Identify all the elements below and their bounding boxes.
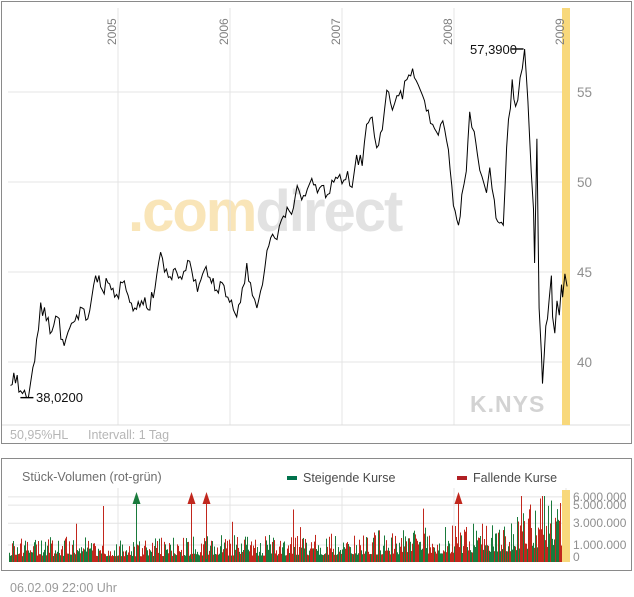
high-price-annotation: 57,3900 xyxy=(470,42,517,57)
legend-falling: Fallende Kurse xyxy=(457,471,557,485)
volume-title: Stück-Volumen (rot-grün) xyxy=(22,470,162,484)
status-date: 06.02.09 xyxy=(10,581,59,595)
falling-swatch-icon xyxy=(457,476,467,480)
legend-rising: Steigende Kurse xyxy=(287,471,395,485)
legend-falling-label: Fallende Kurse xyxy=(473,471,558,485)
status-time: 22:00 Uhr xyxy=(62,581,117,595)
comdirect-watermark: .comdirect xyxy=(128,183,403,241)
interval-label: Intervall: 1 Tag xyxy=(88,428,170,442)
watermark-com-part: .com xyxy=(128,179,257,244)
legend-rising-label: Steigende Kurse xyxy=(303,471,396,485)
low-price-annotation: 38,0200 xyxy=(36,390,83,405)
symbol-watermark: K.NYS xyxy=(470,391,546,417)
watermark-direct-part: direct xyxy=(255,179,403,244)
rising-swatch-icon xyxy=(287,476,297,480)
range-percent-label: 50,95%HL xyxy=(10,428,69,442)
